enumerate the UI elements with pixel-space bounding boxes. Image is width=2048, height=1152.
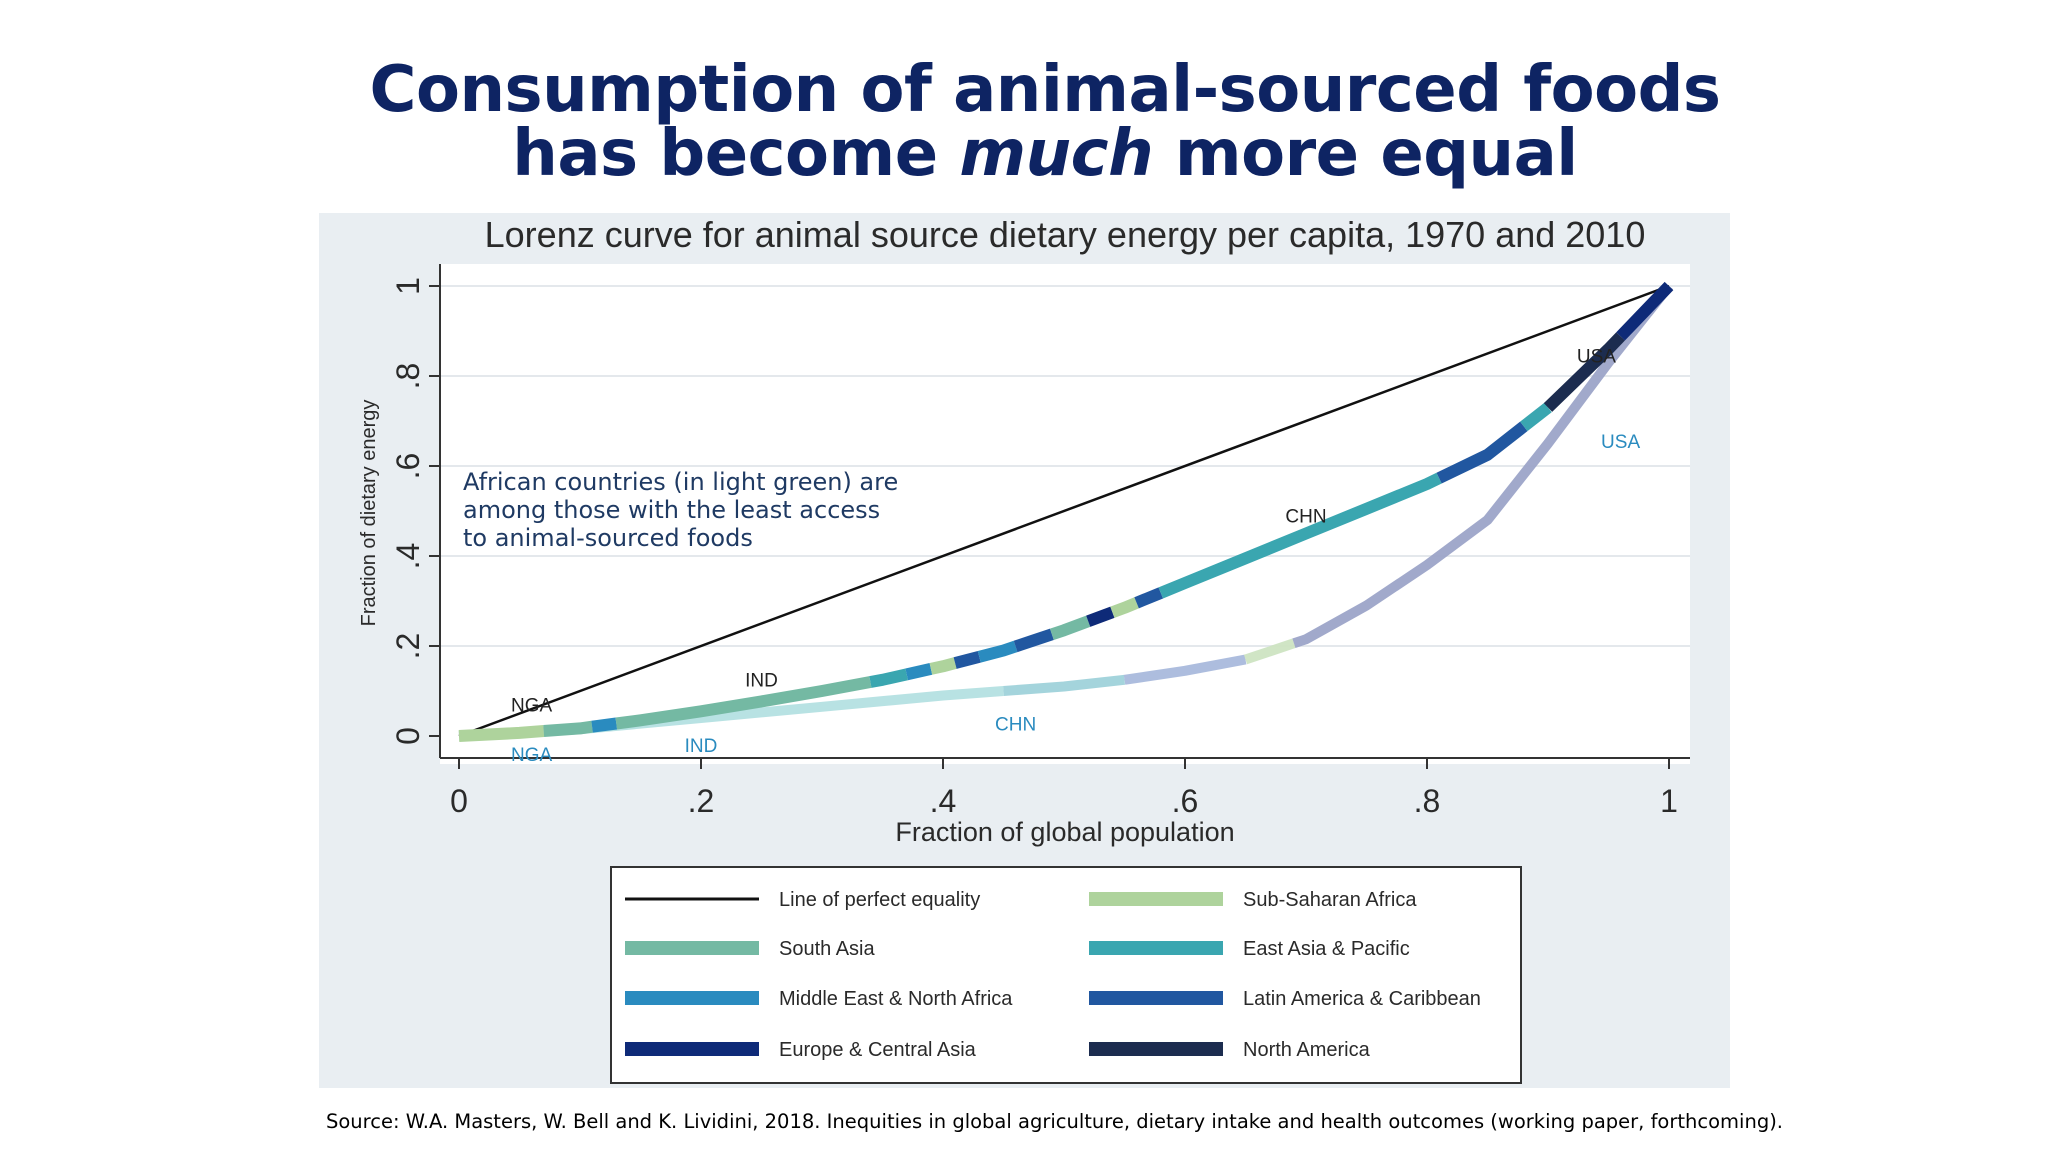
slide-title-line-1: Consumption of animal-sourced foods [369,53,1721,127]
curve-2010-segment [1086,606,1115,627]
annotation-line: African countries (in light green) are [463,468,899,496]
legend-label: Middle East & North Africa [779,988,1013,1010]
chart-title: Lorenz curve for animal source dietary e… [485,214,1646,255]
x-tick-label: .2 [688,783,715,819]
curve-2010-segment [1616,281,1674,341]
legend: Line of perfect equality Sub-Saharan Afri… [610,866,1522,1084]
country-label: NGA [511,745,552,766]
curve-2010-segment [953,650,981,669]
title-line-2-post: more equal [1153,117,1578,191]
x-tick-label: .8 [1414,783,1441,819]
country-label: IND [745,671,778,692]
y-tick-label: .6 [390,453,426,480]
legend-label: South Asia [779,938,876,960]
country-label: IND [685,736,718,757]
axes: 0 .2 .4 .6 .8 1 0 .2 .4 .6 .8 1 [390,264,1690,819]
curve-2010-segment [869,668,909,688]
x-tick-label: .4 [930,783,957,819]
series-layer [458,281,1674,742]
legend-swatch [625,991,759,1005]
legend-label: North America [1243,1039,1371,1061]
curve-1970-segment [1003,674,1126,696]
point-labels: NGA IND CHN USA NGA IND CHN USA [511,347,1640,766]
curve-2010-segment [543,720,593,737]
legend-swatch [625,941,759,955]
annotation-line: among those with the least access [463,496,881,524]
curve-2010-segment [1520,402,1552,432]
country-label: CHN [995,715,1036,736]
x-tick-label: 1 [1660,783,1678,819]
plot-area [440,264,1690,764]
country-label: USA [1601,432,1640,453]
y-axis-label: Fraction of dietary energy [358,400,380,627]
country-label: CHN [1285,506,1326,527]
curve-2010-segment [1013,628,1054,653]
annotation-line: to animal-sourced foods [463,524,753,552]
legend-swatch [1089,892,1223,906]
legend-label: Latin America & Caribbean [1243,988,1481,1010]
curve-1970-segment [1123,654,1247,685]
y-tick-label: .2 [390,633,426,660]
curve-1970-segment [1292,282,1673,649]
slide-title: Consumption of animal-sourced foods has … [0,58,2048,186]
curve-2010-segment [1158,472,1442,599]
legend-swatch [1089,941,1223,955]
curve-2010-segment [929,657,957,675]
source-citation: Source: W.A. Masters, W. Bell and K. Liv… [326,1110,1783,1133]
legend-label: Sub-Saharan Africa [1243,889,1417,911]
curve-1970-segment [1243,638,1296,665]
y-tick-label: .8 [390,363,426,390]
curve-2010-segment [1110,597,1139,618]
title-emphasis: much [959,117,1154,191]
equality-line [458,284,1670,738]
y-tick-label: .4 [390,543,426,570]
title-line-2-pre: has become [512,117,960,191]
legend-box [610,866,1522,1084]
curve-2010-segment [1050,615,1091,640]
curve-2010-segment [905,663,933,681]
x-axis-label: Fraction of global population [895,817,1234,847]
curve-2010-segment [458,725,545,742]
legend-swatch [1089,1042,1223,1056]
grid [440,285,1690,647]
country-label: USA [1577,347,1616,368]
country-label: NGA [511,695,552,716]
curve-2010-segment [1436,421,1528,484]
legend-swatch [1089,991,1223,1005]
legend-label: Europe & Central Asia [779,1039,977,1061]
x-tick-label: .6 [1172,783,1199,819]
x-tick-label: 0 [450,783,468,819]
africa-annotation: African countries (in light green) are a… [463,468,898,552]
lorenz-chart: Lorenz curve for animal source dietary e… [358,214,1690,1084]
curve-2010-segment [977,640,1018,663]
curve-2010-segment [591,717,618,733]
legend-label: East Asia & Pacific [1243,938,1410,960]
legend-label: Line of perfect equality [779,889,980,911]
curve-2010-segment [1134,587,1164,609]
y-tick-label: 1 [390,277,426,295]
y-tick-label: 0 [390,727,426,745]
curve-2010-segment [615,676,872,730]
legend-swatch [625,1042,759,1056]
slide-title-line-2: has become much more equal [0,122,2048,186]
curve-2010-segment [1543,332,1625,412]
